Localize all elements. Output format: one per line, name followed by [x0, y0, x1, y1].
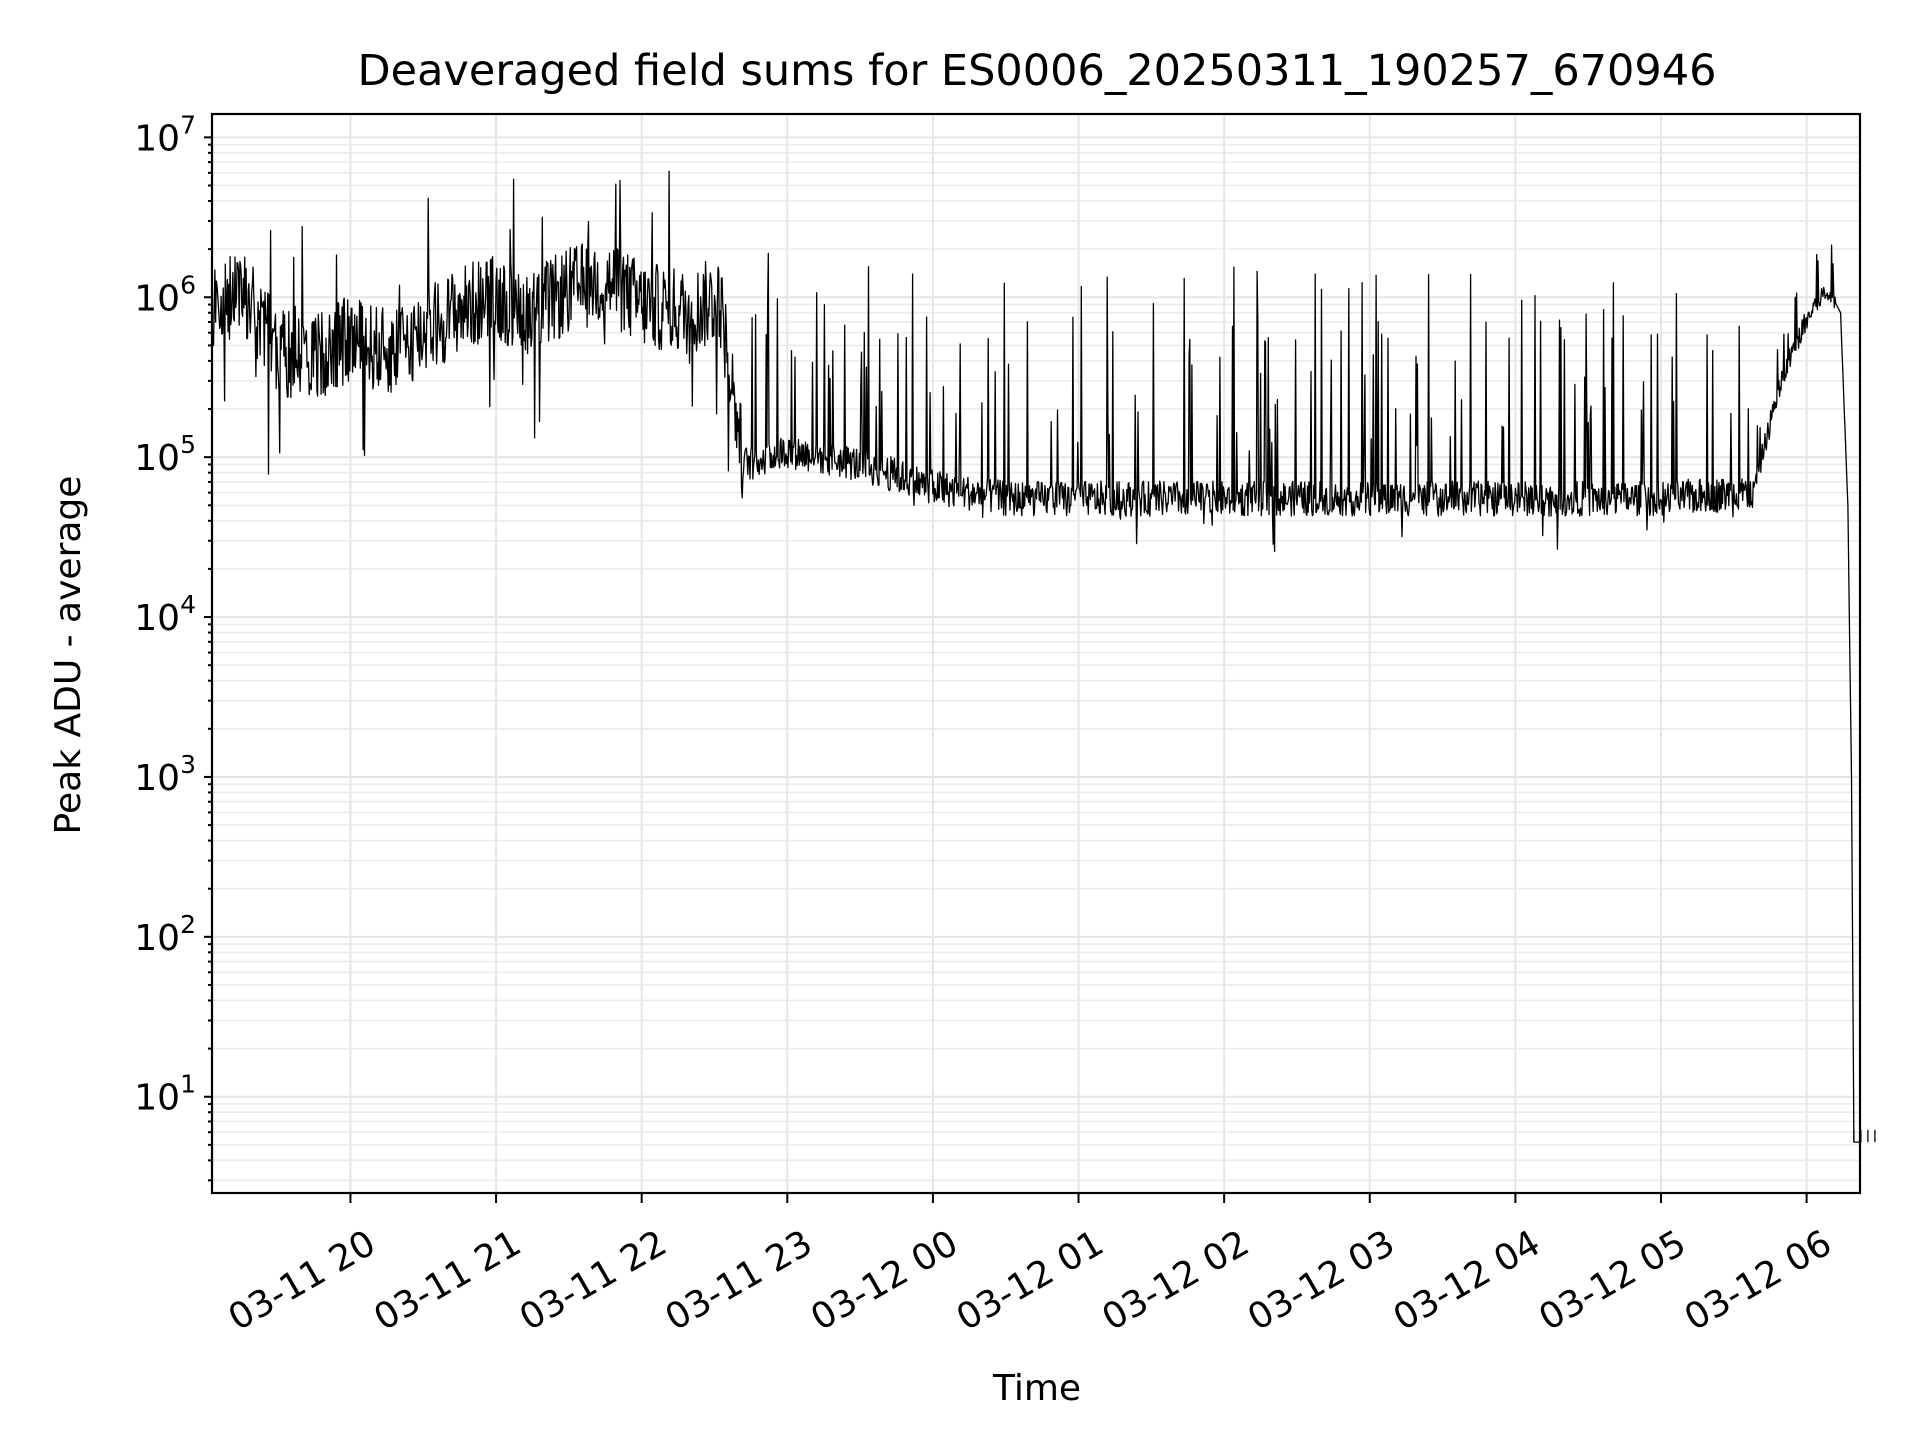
y-axis-ticks: 101 102 103 104 105 106 107: [134, 110, 212, 1182]
y-tick-label: 103: [134, 750, 196, 799]
x-tick-label: 03-11 23: [659, 1223, 820, 1339]
y-tick-label: 102: [134, 910, 196, 959]
series-line: [211, 170, 1860, 1143]
x-tick-label: 03-12 01: [950, 1223, 1111, 1339]
y-tick-label: 107: [134, 110, 196, 159]
x-tick-label: 03-11 20: [222, 1223, 383, 1339]
x-tick-label: 03-11 21: [367, 1223, 528, 1339]
y-tick-label: 106: [134, 270, 196, 319]
chart-title: Deaveraged field sums for ES0006_2025031…: [358, 46, 1717, 96]
y-axis-label: Peak ADU - average: [48, 476, 89, 835]
x-tick-label: 03-12 04: [1387, 1223, 1548, 1339]
x-tick-label: 03-12 05: [1532, 1223, 1693, 1339]
y-tick-label: 105: [134, 430, 196, 479]
plot-frame: [210, 112, 1862, 1195]
y-tick-label: 104: [134, 590, 196, 639]
x-tick-label: 03-12 06: [1678, 1223, 1839, 1339]
grid: [212, 114, 1860, 1193]
x-tick-label: 03-12 00: [804, 1223, 965, 1339]
x-axis-label: Time: [992, 1368, 1081, 1409]
y-tick-label: 101: [134, 1070, 196, 1119]
x-tick-label: 03-12 02: [1095, 1223, 1256, 1339]
x-tick-label: 03-11 22: [513, 1223, 674, 1339]
x-tick-label: 03-12 03: [1241, 1223, 1402, 1339]
